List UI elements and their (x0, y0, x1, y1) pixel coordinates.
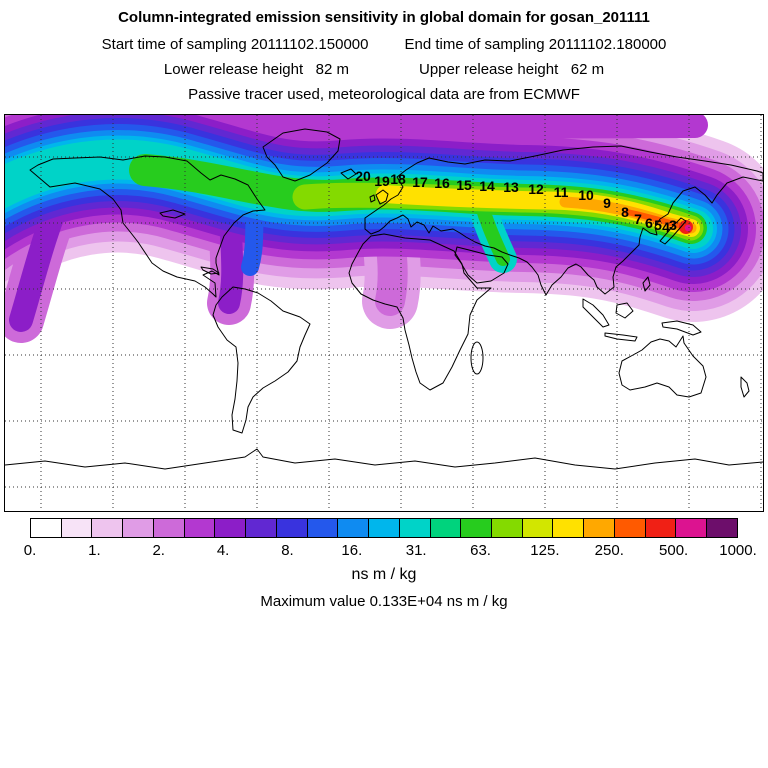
colorbar-cell (613, 519, 645, 537)
trajectory-hour-label: 13 (503, 179, 519, 195)
station-marker-gosan (684, 224, 692, 232)
coastline-arabia (454, 246, 509, 284)
colorbar-cell (31, 519, 61, 537)
colorbar-cell (521, 519, 553, 537)
coastline-cuba (200, 266, 220, 275)
colorbar-tick-label: 31. (405, 542, 427, 559)
coastlines (5, 128, 763, 470)
sampling-end-text: End time of sampling 20111102.180000 (404, 36, 667, 53)
coastline-sumatra (582, 298, 610, 328)
map-panel: 20 19 18 17 16 15 14 13 12 11 10 9 8 7 6 5 4 3 (4, 114, 764, 512)
lower-release-height-text: Lower release height 82 m (163, 61, 349, 78)
max-value-line: Maximum value 0.133E+04 ns m / kg (260, 593, 508, 610)
colorbar-cell (337, 519, 369, 537)
sampling-times-line: Start time of sampling 20111102.150000 E… (0, 36, 768, 53)
colorbar-cell (183, 519, 215, 537)
colorbar-wrap: 0. 1. 2. 4. 8. 16. 31. 63. 125. 250. 500. 1000. (24, 518, 757, 560)
colorbar-cell (429, 519, 461, 537)
coastline-north-america (29, 155, 266, 298)
coastline-south-america (212, 286, 311, 434)
colorbar-cell (460, 519, 492, 537)
page-title: Column-integrated emission sensitivity i… (118, 9, 650, 26)
colorbar-tick-label: 4. (216, 542, 230, 559)
great-lakes (159, 209, 186, 219)
colorbar-tick-label: 2. (152, 542, 165, 559)
colorbar-tick-label: 1. (88, 542, 101, 559)
coastline-greenland (262, 128, 341, 182)
coastline-antarctica (5, 448, 763, 470)
coastline-java (604, 332, 638, 342)
trajectory-hour-label: 4 (662, 219, 670, 235)
trajectory-hour-label: 20 (355, 168, 371, 184)
trajectory-hour-label: 11 (554, 184, 569, 200)
colorbar-unit-label: ns m / kg (351, 566, 417, 583)
colorbar-tick-label: 250. (594, 542, 624, 559)
colorbar-cell (491, 519, 522, 537)
coastline-iceland (340, 168, 357, 180)
colorbar-tick-label: 0. (23, 542, 37, 559)
colorbar-cell (398, 519, 430, 537)
trajectory-hour-label: 5 (654, 217, 662, 233)
colorbar-ticks: 0. 1. 2. 4. 8. 16. 31. 63. 125. 250. 500. 1000. (24, 542, 757, 560)
coastline-madagascar (470, 341, 484, 375)
coastline-ireland (369, 194, 376, 203)
coastline-philippines (642, 276, 651, 292)
sampling-start-text: Start time of sampling 20111102.150000 (101, 36, 369, 53)
colorbar-tick-label: 63. (470, 542, 491, 559)
colorbar-cell (214, 519, 246, 537)
colorbar-tick-label: 125. (530, 542, 560, 559)
trajectory-hour-label: 8 (621, 204, 629, 220)
world-map-svg: 20 19 18 17 16 15 14 13 12 11 10 98 7 6 5 4 3 (5, 115, 763, 511)
trajectory-hour-label: 14 (479, 178, 495, 194)
colorbar-cell (306, 519, 338, 537)
colorbar-cell (368, 519, 399, 537)
trajectory-hour-label: 10 (578, 187, 594, 203)
coastline-japan (659, 217, 687, 245)
trajectory-hour-label: 15 (456, 177, 472, 193)
colorbar-tick-label: 16. (341, 542, 363, 559)
colorbar-cell (583, 519, 614, 537)
colorbar-tick-label: 500. (659, 542, 689, 559)
trajectory-hour-label: 9 (603, 195, 611, 211)
colorbar-tick-label: 1000. (719, 542, 757, 559)
colorbar-cell (122, 519, 153, 537)
coastline-uk (375, 189, 389, 205)
coastline-australia (618, 335, 707, 398)
colorbar (30, 518, 738, 538)
colorbar-cell (60, 519, 92, 537)
coastline-new-zealand (740, 376, 750, 398)
release-heights-line: Lower release height 82 m Upper release … (0, 61, 768, 78)
trajectory-hour-label: 18 (390, 171, 406, 187)
trajectory-hour-label: 16 (434, 175, 450, 191)
trajectory-hour-label: 19 (374, 173, 390, 189)
colorbar-tick-label: 8. (281, 542, 294, 559)
coastline-eurasia (364, 145, 763, 296)
trajectory-hour-label: 7 (634, 211, 642, 227)
coastline-new-guinea (661, 320, 702, 336)
trajectory-labels: 20 19 18 17 16 15 14 13 12 11 10 98 7 6 5 4 3 (355, 168, 677, 235)
coastline-borneo (615, 302, 634, 319)
colorbar-cell (152, 519, 184, 537)
emission-plume (5, 115, 763, 343)
colorbar-cell (675, 519, 707, 537)
trajectory-hour-label: 3 (669, 217, 677, 233)
colorbar-cell (275, 519, 307, 537)
colorbar-cell (552, 519, 584, 537)
trajectory-hour-label: 12 (528, 181, 544, 197)
colorbar-cell (644, 519, 676, 537)
colorbar-cell (91, 519, 123, 537)
colorbar-cell (245, 519, 276, 537)
trajectory-hour-label: 17 (412, 174, 428, 190)
trajectory-hour-label: 6 (645, 215, 653, 231)
tracer-info-line: Passive tracer used, meteorological data… (188, 86, 580, 103)
upper-release-height-text: Upper release height 62 m (419, 61, 605, 78)
colorbar-cell (706, 519, 737, 537)
